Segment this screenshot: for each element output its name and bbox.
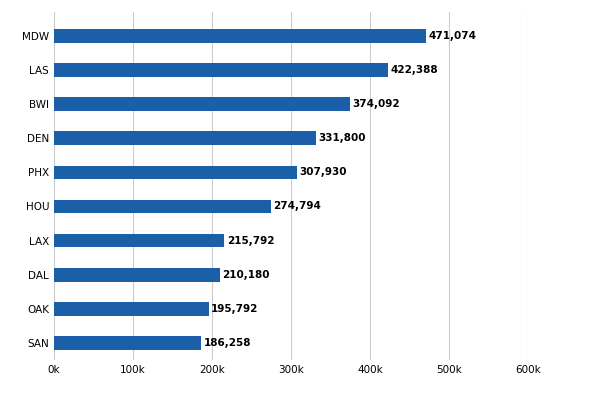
- Text: 186,258: 186,258: [203, 338, 251, 348]
- Bar: [54, 200, 271, 213]
- Text: 274,794: 274,794: [274, 202, 322, 212]
- Bar: [54, 29, 426, 43]
- Bar: [54, 268, 220, 282]
- Bar: [54, 63, 388, 77]
- Text: 422,388: 422,388: [390, 65, 437, 75]
- Bar: [54, 336, 201, 350]
- Bar: [54, 302, 209, 316]
- Text: 471,074: 471,074: [428, 31, 476, 41]
- Bar: [54, 97, 350, 111]
- Bar: [54, 166, 297, 179]
- Bar: [54, 132, 316, 145]
- Text: 307,930: 307,930: [299, 167, 347, 177]
- Text: 374,092: 374,092: [352, 99, 400, 109]
- Text: 215,792: 215,792: [227, 236, 274, 246]
- Text: 210,180: 210,180: [223, 270, 270, 280]
- Text: 195,792: 195,792: [211, 304, 259, 314]
- Text: 331,800: 331,800: [319, 133, 366, 143]
- Bar: [54, 234, 224, 248]
